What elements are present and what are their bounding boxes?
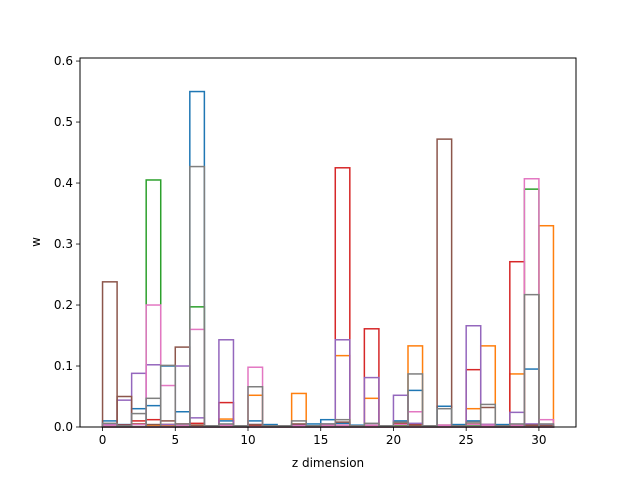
- y-tick-label: 0.0: [54, 420, 73, 434]
- x-tick-label: 5: [171, 433, 179, 447]
- y-tick-label: 0.4: [54, 176, 73, 190]
- x-tick-label: 10: [240, 433, 255, 447]
- x-axis-ticks: 0 5 10 15 20 25 30: [99, 427, 547, 447]
- y-tick-label: 0.2: [54, 298, 73, 312]
- x-tick-label: 20: [386, 433, 401, 447]
- plot-frame: [79, 57, 577, 428]
- x-tick-label: 15: [313, 433, 328, 447]
- x-tick-label: 0: [99, 433, 107, 447]
- y-axis-ticks: 0.0 0.1 0.2 0.3 0.4 0.5 0.6: [54, 54, 80, 434]
- x-tick-label: 30: [531, 433, 546, 447]
- y-tick-label: 0.1: [54, 359, 73, 373]
- y-tick-label: 0.3: [54, 237, 73, 251]
- y-axis-label: w: [29, 237, 43, 247]
- x-tick-label: 25: [459, 433, 474, 447]
- x-axis-label: z dimension: [292, 456, 364, 470]
- y-tick-label: 0.5: [54, 115, 73, 129]
- y-tick-label: 0.6: [54, 54, 73, 68]
